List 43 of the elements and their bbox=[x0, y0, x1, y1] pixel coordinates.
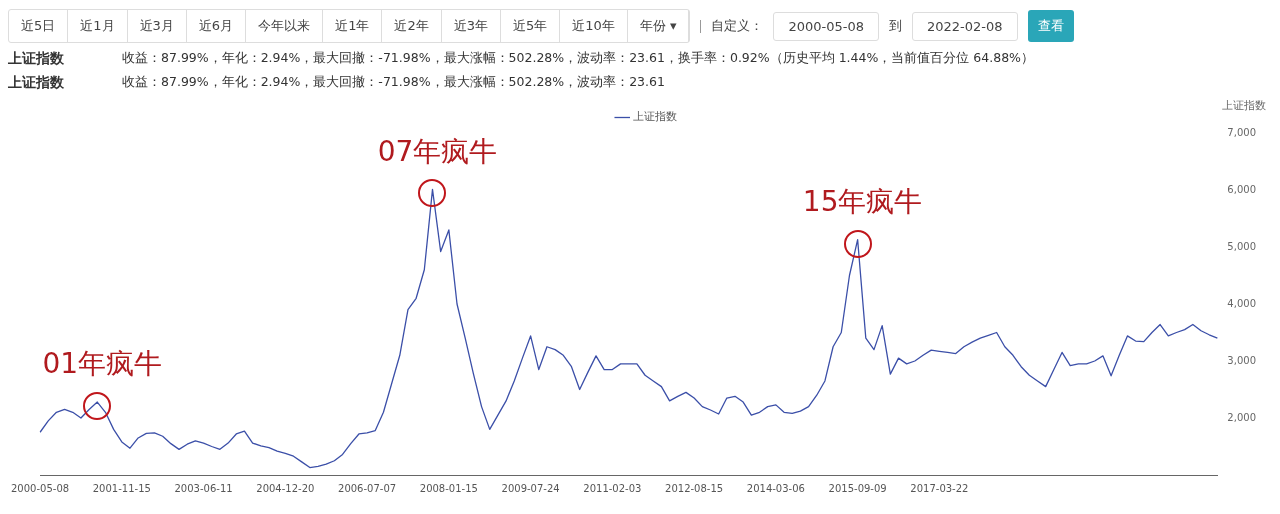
text: 近6月 bbox=[186, 10, 247, 42]
text: 到 bbox=[889, 17, 903, 35]
text: 收益：87.99%，年化：2.94%，最大回撤：-71.98%，最大涨幅：502.28%，波动率：23.61 bbox=[122, 74, 665, 91]
text: 近5日 bbox=[9, 10, 69, 42]
text: 近1年 bbox=[323, 10, 383, 42]
y-axis-title: 上证指数 bbox=[1222, 99, 1266, 113]
x-tick-label: 2011-02-03 bbox=[583, 482, 642, 494]
annotation: 01年疯牛 bbox=[42, 347, 163, 381]
text: 近3月 bbox=[127, 10, 187, 42]
x-tick-label: 2017-03-22 bbox=[910, 482, 969, 494]
y-tick-label: 2,000 bbox=[1227, 411, 1257, 423]
text: 近10年 bbox=[560, 10, 628, 42]
y-tick-label: 4,000 bbox=[1227, 297, 1257, 309]
y-tick-label: 7,000 bbox=[1227, 126, 1257, 138]
text: 收益：87.99%，年化：2.94%，最大回撤：-71.98%，最大涨幅：502.28%，波动率：23.61，换手率：0.92%（历史平均 1.44%，当前值百分位 64.88%） bbox=[122, 50, 1034, 67]
annotation: 07年疯牛 bbox=[377, 134, 498, 168]
legend-label: 上证指数 bbox=[633, 110, 678, 124]
x-tick-label: 2003-06-11 bbox=[174, 482, 233, 494]
text: 近5年 bbox=[500, 10, 561, 42]
text: 近3年 bbox=[441, 10, 501, 42]
text: 上证指数 bbox=[8, 74, 65, 92]
x-tick-label: 2009-07-24 bbox=[501, 482, 560, 494]
text: 查看 bbox=[1027, 10, 1074, 42]
x-tick-label: 2015-09-09 bbox=[828, 482, 887, 494]
text: 上证指数 bbox=[8, 50, 65, 68]
x-tick-label: 2012-08-15 bbox=[665, 482, 724, 494]
text: 2022-02-08 bbox=[912, 11, 1018, 41]
x-tick-label: 2000-05-08 bbox=[11, 482, 70, 494]
annotation: 15年疯牛 bbox=[802, 184, 923, 218]
y-tick-label: 5,000 bbox=[1227, 240, 1257, 252]
text: 近1月 bbox=[68, 10, 128, 42]
text: 2000-05-08 bbox=[773, 11, 880, 41]
text: 今年以来 bbox=[246, 10, 324, 42]
text: 近2年 bbox=[382, 10, 442, 42]
y-tick-label: 6,000 bbox=[1227, 183, 1257, 195]
x-tick-label: 2014-03-06 bbox=[746, 482, 805, 494]
text: 年份 ▾ bbox=[627, 10, 690, 42]
x-tick-label: 2001-11-15 bbox=[92, 482, 151, 494]
y-tick-label: 3,000 bbox=[1227, 354, 1257, 366]
x-tick-label: 2004-12-20 bbox=[256, 482, 315, 494]
x-tick-label: 2008-01-15 bbox=[419, 482, 478, 494]
x-tick-label: 2006-07-07 bbox=[338, 482, 397, 494]
text: 自定义： bbox=[711, 17, 764, 35]
